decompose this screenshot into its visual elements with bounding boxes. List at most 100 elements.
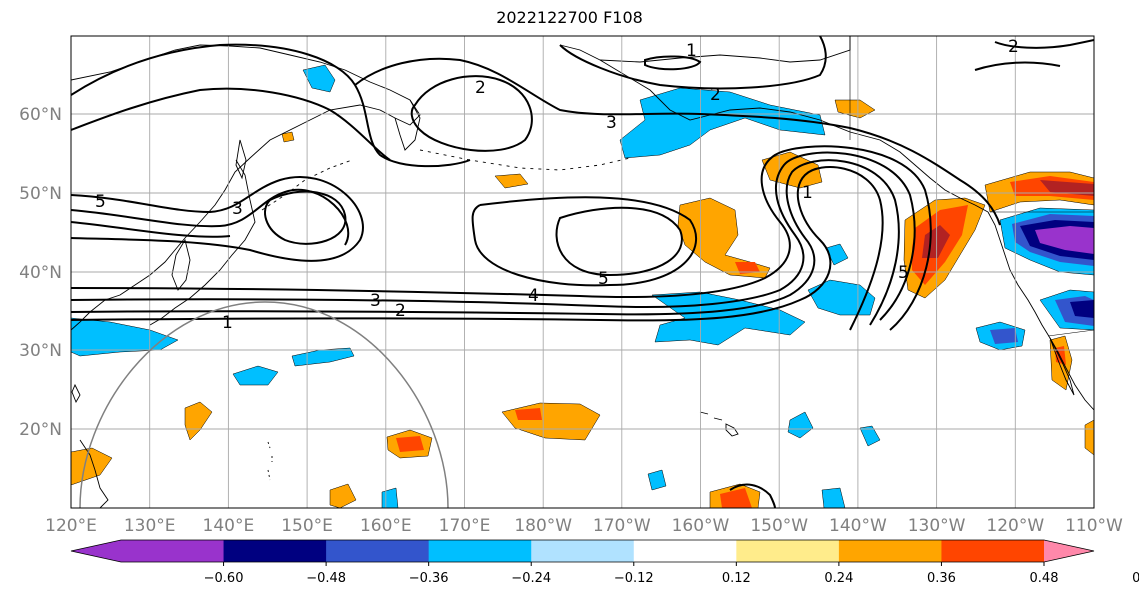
lon-label: 130°W — [908, 516, 966, 536]
anomaly-orange-region — [184, 401, 213, 441]
colorbar-ticks: −0.60 −0.48 −0.36 −0.24 −0.12 0.12 0.24 0.36 0.4… — [204, 562, 1139, 586]
aleutian-islands — [419, 149, 631, 171]
contour-line — [71, 176, 364, 262]
anomaly-blue-region — [381, 487, 399, 508]
lon-label: 110°W — [1065, 516, 1123, 536]
lat-label: 40°N — [19, 263, 62, 283]
lon-label: 140°W — [829, 516, 887, 536]
range-circle — [79, 301, 449, 508]
sakhalin-coastline — [235, 139, 247, 180]
colorbar-segment — [941, 540, 1045, 562]
lat-label: 30°N — [19, 341, 62, 361]
contour-line — [410, 75, 533, 152]
anomaly-red-region — [515, 408, 542, 420]
na-west-coastline — [987, 211, 1094, 411]
contour-line — [471, 196, 697, 287]
colorbar-tick-label: 0.24 — [824, 571, 853, 586]
anomaly-blue-region — [859, 425, 881, 447]
colorbar-tick-label: 0.36 — [927, 571, 956, 586]
colorbar-extend-left — [71, 540, 121, 562]
anomaly-blue-region — [1035, 226, 1094, 254]
colorbar-segment — [326, 540, 430, 562]
contour-label: 1 — [802, 183, 813, 203]
colorbar-tick-label: −0.12 — [614, 571, 654, 586]
colorbar-segment — [531, 540, 635, 562]
anomaly-blue-region — [619, 87, 826, 159]
lon-label: 150°E — [281, 516, 333, 536]
anomaly-blue-region — [787, 411, 814, 439]
lat-label: 20°N — [19, 420, 62, 440]
contour-label: 5 — [598, 269, 609, 289]
contour-label: 2 — [710, 85, 721, 105]
contour-line — [71, 166, 884, 331]
contour-line — [71, 151, 916, 321]
contour-line — [264, 190, 347, 245]
lon-labels: 120°E 130°E 140°E 150°E 160°E 170°E 180°… — [45, 516, 1123, 536]
anomaly-red-region — [735, 262, 760, 274]
anomaly-orange-region — [329, 483, 357, 508]
anomaly-orange-region — [281, 131, 295, 143]
anomaly-blue-region — [302, 64, 336, 93]
lat-label: 60°N — [19, 105, 62, 125]
lat-labels: 60°N 50°N 40°N 30°N 20°N — [19, 105, 62, 440]
contour-label: 3 — [370, 291, 381, 311]
anomaly-orange-region — [501, 402, 601, 441]
us-mexico-border — [1047, 329, 1094, 337]
lon-label: 140°E — [203, 516, 255, 536]
pacific-islands — [267, 441, 273, 481]
alaska-interior — [599, 36, 851, 63]
anomaly-orange-region — [71, 447, 113, 486]
contour-label: 2 — [1008, 37, 1019, 57]
lon-label: 150°W — [750, 516, 808, 536]
lon-label: 170°W — [593, 516, 651, 536]
anomaly-blue-region — [651, 291, 806, 346]
contour-line — [71, 87, 391, 161]
lon-label: 180°W — [514, 516, 572, 536]
hawaii-islands — [699, 411, 739, 437]
colorbar-tick-label: 0.12 — [722, 571, 751, 586]
contour-layer — [71, 36, 1094, 508]
lon-label: 160°W — [672, 516, 730, 536]
anomaly-blue-region — [647, 469, 667, 491]
contour-line — [71, 43, 471, 168]
colorbar-segment — [736, 540, 840, 562]
colorbar: −0.60 −0.48 −0.36 −0.24 −0.12 0.12 0.24 0.36 0.4… — [70, 539, 1139, 586]
lon-label: 170°E — [439, 516, 491, 536]
contour-label: 1 — [686, 41, 697, 61]
colorbar-tick-label: 0.48 — [1030, 571, 1059, 586]
contour-label: 3 — [232, 199, 243, 219]
contour-labels: 1 2 2 3 5 5 4 3 2 1 1 2 5 3 — [95, 37, 1019, 333]
contour-label: 5 — [898, 263, 909, 283]
asia-coastline — [71, 44, 421, 331]
taiwan-coastline — [71, 383, 81, 404]
colorbar-segment — [633, 540, 737, 562]
coastline-layer — [71, 36, 1094, 508]
contour-line — [71, 189, 350, 246]
contour-label: 2 — [395, 301, 406, 321]
lon-label: 160°E — [360, 516, 412, 536]
contour-line — [559, 36, 827, 90]
contour-line — [71, 159, 900, 326]
contour-label: 2 — [475, 78, 486, 98]
baja-coastline — [1049, 337, 1075, 396]
contour-line — [71, 145, 932, 331]
map-frame — [70, 35, 1095, 509]
anomaly-orange-region — [494, 173, 529, 189]
colorbar-tick-label: 0.60 — [1132, 571, 1139, 586]
contour-line — [974, 61, 1061, 71]
anomaly-orange-region — [1084, 419, 1094, 456]
contour-line — [354, 57, 1001, 226]
anomaly-red-region — [720, 488, 752, 508]
colorbar-segments — [70, 539, 1095, 563]
contour-line — [71, 221, 231, 238]
kamchatka-coastline — [394, 99, 421, 151]
korea-coastline — [171, 238, 191, 291]
colorbar-segment — [121, 540, 225, 562]
anomaly-blue-region — [990, 328, 1018, 344]
colorbar-tick-label: −0.60 — [204, 571, 244, 586]
anomaly-blue-region — [821, 487, 846, 508]
lat-label: 50°N — [19, 184, 62, 204]
anomaly-darkred-region — [1040, 180, 1094, 196]
anomaly-orange-region — [677, 197, 771, 279]
